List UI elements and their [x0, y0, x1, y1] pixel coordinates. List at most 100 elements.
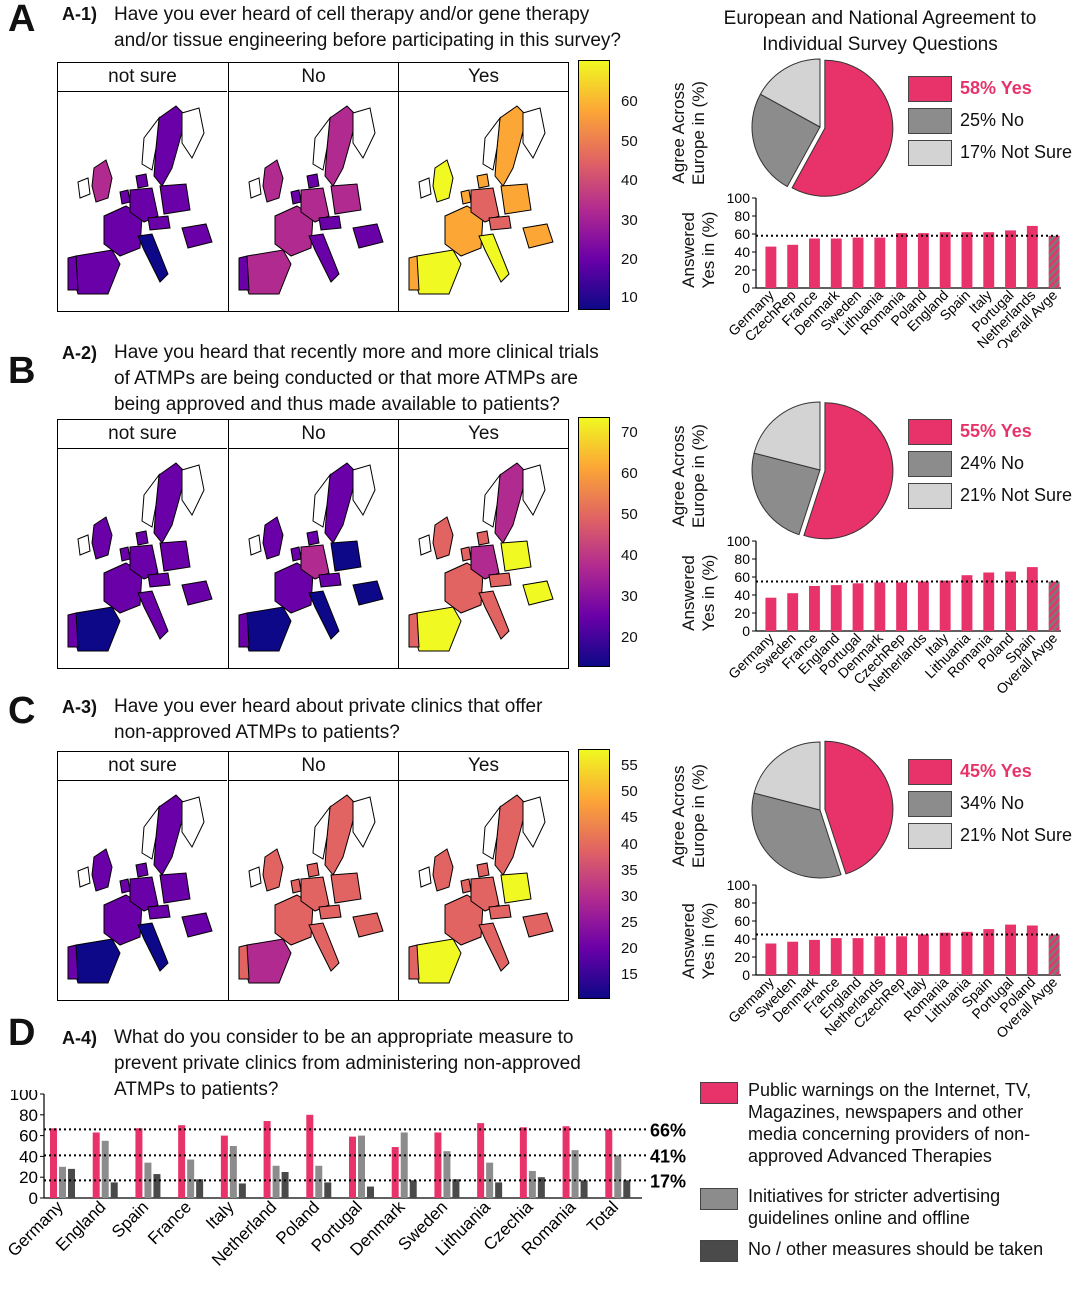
colorbar-tick: 70 [621, 424, 638, 441]
map-header: Yes [399, 752, 568, 781]
map-region-czechrep [318, 215, 342, 231]
map-region-netherlands [460, 546, 472, 562]
pie-ylabel-line: Agree Across [669, 765, 688, 867]
bar-advertising [101, 1140, 109, 1198]
map-panel-yes: Yes [398, 752, 568, 1000]
bar-no-measures [196, 1179, 204, 1198]
map-region-spain [412, 606, 462, 652]
bar [896, 582, 908, 631]
map-region-czechrep [318, 904, 342, 920]
map-panel-no: No [228, 752, 398, 1000]
bar [874, 582, 886, 631]
question-line: being approved and thus made available t… [114, 394, 560, 415]
figure-title-line2: Individual Survey Questions [762, 34, 998, 55]
map-header: No [229, 752, 398, 781]
map-region-italy [137, 922, 169, 972]
map-region-spain [71, 938, 121, 984]
question-tag-a4: A-4) [62, 1028, 97, 1048]
map-region-finland [181, 464, 205, 517]
map-region-sweden [494, 105, 528, 187]
map-region-ireland [77, 534, 91, 556]
country-bar-chart-a3: 020406080100GermanySwedenDenmarkFranceEn… [725, 877, 1061, 1041]
pie-ylabel-a3: Agree Across Europe in (%) [669, 756, 711, 876]
colorbar-tick: 35 [621, 862, 638, 879]
question-line: What do you consider to be an appropriat… [114, 1027, 574, 1048]
map-region-romania [352, 580, 384, 606]
bar [983, 929, 995, 975]
colorbar-tick: 40 [621, 172, 638, 189]
map-header: No [229, 420, 398, 449]
map-panel-not-sure: not sure [58, 752, 227, 1000]
reference-label: 66% [650, 1120, 686, 1140]
pie-ylabel-line: Europe in (%) [689, 81, 708, 185]
question-tag-a2: A-2) [62, 343, 97, 363]
bar-no-measures [409, 1180, 417, 1198]
bar [787, 941, 799, 975]
map-region-norway [141, 473, 160, 528]
pie-slice-not-sure [759, 58, 821, 128]
pie-slice-no [751, 452, 821, 536]
map-region-netherlands [290, 878, 302, 894]
map-region-romania [522, 223, 554, 249]
map-region-portugal [408, 255, 420, 291]
legend-swatch-yes [908, 419, 952, 445]
colorbar-a1 [578, 60, 610, 310]
legend-swatch-yes [908, 76, 952, 102]
y-tick-label: 60 [19, 1127, 38, 1146]
europe-map [408, 105, 554, 295]
colorbar-tick: 30 [621, 588, 638, 605]
map-region-netherlands [119, 546, 131, 562]
pie-slice-no [751, 93, 821, 188]
bar-overall-average [1048, 934, 1060, 975]
colorbar-tick: 55 [621, 757, 638, 774]
panel-label-a: A [8, 0, 36, 40]
question-tag-a3: A-3) [62, 697, 97, 717]
bar [939, 580, 951, 631]
bar [787, 244, 799, 288]
bar-no-measures [324, 1182, 332, 1198]
legend-no: 25% No [960, 110, 1025, 130]
map-region-france [274, 562, 314, 614]
bar-advertising [358, 1135, 365, 1198]
map-region-england [262, 848, 284, 892]
bar-public-warnings [605, 1129, 613, 1198]
colorbar-a2 [578, 417, 610, 667]
bar-no-measures [153, 1174, 161, 1198]
bar-no-measures [238, 1183, 246, 1198]
map-region-poland [159, 183, 191, 215]
bar [765, 246, 777, 288]
map-region-poland [500, 872, 532, 904]
bar-advertising [614, 1155, 622, 1198]
colorbar-tick: 45 [621, 809, 638, 826]
bar-overall-average [1048, 235, 1060, 288]
bar [917, 233, 929, 288]
bar [852, 938, 864, 975]
bar [961, 931, 973, 975]
map-region-ireland [248, 534, 262, 556]
map-region-czechrep [147, 572, 171, 588]
map-header: Yes [399, 420, 568, 449]
y-tick-label: 100 [727, 190, 751, 206]
bar-no-measures [110, 1182, 118, 1198]
map-region-netherlands [290, 546, 302, 562]
map-region-ireland [77, 866, 91, 888]
bar-no-measures [281, 1172, 289, 1198]
map-panel-not-sure: not sure [58, 420, 227, 668]
map-region-ireland [418, 866, 432, 888]
legend-swatch-not-sure [908, 823, 952, 849]
map-region-czechrep [488, 572, 512, 588]
y-tick-label: 0 [742, 280, 750, 296]
map-region-portugal [238, 944, 250, 980]
pie-ylabel-line: Europe in (%) [689, 764, 708, 868]
colorbar-tick: 10 [621, 289, 638, 306]
map-region-finland [522, 464, 546, 517]
legend-line: guidelines online and offline [748, 1208, 970, 1228]
map-region-czechrep [488, 904, 512, 920]
bar-advertising [571, 1150, 579, 1198]
map-region-sweden [494, 794, 528, 876]
bar-ylabel-line: Answered [679, 555, 698, 631]
map-region-portugal [408, 612, 420, 648]
legend-swatch-public-warnings [700, 1082, 738, 1104]
map-region-sweden [494, 462, 528, 544]
question-line: Have you heard that recently more and mo… [114, 342, 599, 363]
